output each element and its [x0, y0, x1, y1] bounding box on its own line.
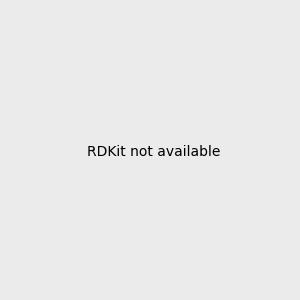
- Text: RDKit not available: RDKit not available: [87, 145, 220, 158]
